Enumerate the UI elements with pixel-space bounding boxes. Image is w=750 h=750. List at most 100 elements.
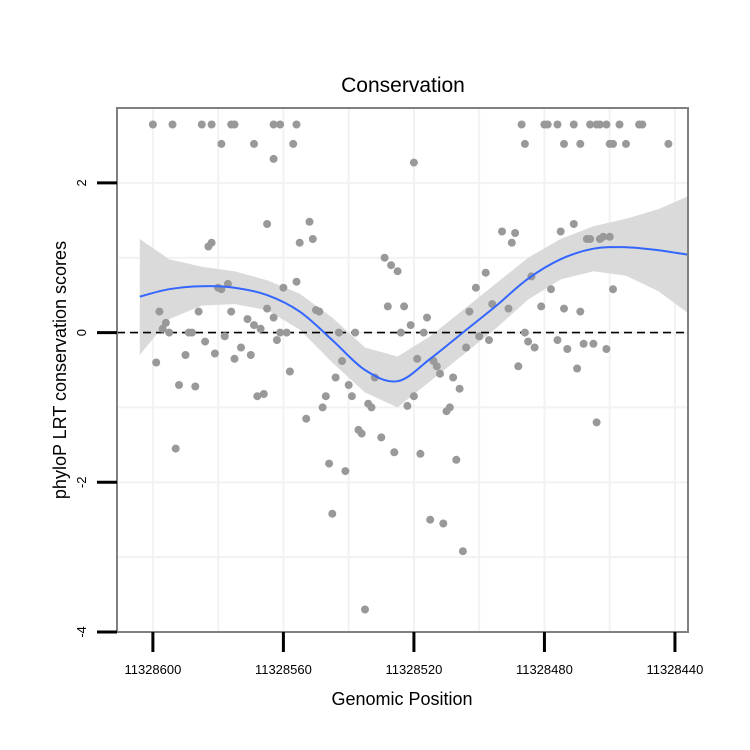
data-point bbox=[517, 120, 526, 129]
x-tick-label: 11328560 bbox=[255, 662, 312, 677]
data-point bbox=[449, 373, 458, 382]
data-point bbox=[445, 403, 454, 412]
chart-title: Conservation bbox=[341, 74, 465, 97]
data-point bbox=[331, 373, 340, 382]
data-point bbox=[609, 139, 617, 148]
data-point bbox=[511, 229, 520, 237]
data-point bbox=[250, 139, 258, 148]
data-point bbox=[400, 302, 409, 311]
y-tick-label: 2 bbox=[74, 179, 89, 186]
data-point bbox=[191, 382, 200, 391]
y-axis-title: phyloP LRT conservation scores bbox=[50, 241, 70, 499]
data-point bbox=[605, 232, 614, 241]
data-point bbox=[530, 343, 539, 352]
data-point bbox=[161, 318, 170, 327]
data-point bbox=[514, 362, 523, 371]
data-point bbox=[638, 120, 647, 129]
data-point bbox=[520, 139, 529, 148]
data-point bbox=[383, 302, 392, 311]
data-point bbox=[409, 392, 418, 401]
data-point bbox=[237, 343, 245, 352]
data-point bbox=[194, 307, 203, 316]
data-point bbox=[318, 403, 327, 412]
y-axis: -4 -2 0 2 bbox=[74, 179, 117, 638]
data-point bbox=[276, 328, 285, 337]
data-point bbox=[256, 324, 265, 333]
data-point bbox=[285, 367, 294, 376]
data-point bbox=[315, 307, 324, 316]
data-point bbox=[272, 336, 281, 345]
data-point bbox=[347, 392, 356, 401]
data-point bbox=[423, 313, 431, 322]
confidence-band bbox=[139, 196, 689, 408]
y-tick-label: -4 bbox=[74, 626, 89, 638]
data-point bbox=[504, 304, 513, 313]
data-point bbox=[295, 238, 304, 247]
data-point bbox=[432, 362, 441, 371]
data-point bbox=[269, 120, 278, 129]
data-point bbox=[341, 467, 350, 476]
data-point bbox=[344, 381, 353, 389]
data-point bbox=[560, 139, 568, 148]
data-point bbox=[471, 283, 480, 292]
data-point bbox=[390, 448, 399, 457]
data-point bbox=[148, 120, 157, 129]
data-point bbox=[576, 139, 585, 148]
data-point bbox=[393, 267, 402, 276]
data-point bbox=[338, 357, 347, 365]
data-point bbox=[328, 509, 337, 518]
data-point bbox=[269, 313, 278, 322]
data-point bbox=[396, 328, 405, 337]
data-point bbox=[246, 351, 255, 359]
data-point bbox=[201, 337, 210, 346]
data-point bbox=[488, 300, 497, 309]
data-point bbox=[243, 315, 252, 324]
data-point bbox=[455, 384, 464, 393]
data-point bbox=[263, 220, 272, 228]
data-point bbox=[452, 455, 461, 464]
y-tick-label: -2 bbox=[74, 477, 89, 489]
data-point bbox=[325, 459, 334, 468]
data-points bbox=[148, 120, 673, 614]
data-point bbox=[569, 220, 578, 228]
data-point bbox=[416, 449, 425, 458]
data-point bbox=[556, 227, 565, 236]
data-point bbox=[543, 120, 552, 129]
data-point bbox=[595, 120, 604, 129]
data-point bbox=[292, 277, 301, 286]
data-point bbox=[253, 392, 262, 401]
data-point bbox=[276, 120, 285, 129]
data-point bbox=[351, 328, 360, 337]
data-point bbox=[207, 120, 216, 129]
data-point bbox=[181, 351, 190, 359]
data-point bbox=[436, 369, 444, 378]
data-point bbox=[155, 307, 164, 316]
data-point bbox=[357, 429, 366, 438]
data-point bbox=[230, 354, 239, 363]
data-point bbox=[439, 519, 448, 528]
data-point bbox=[413, 354, 422, 363]
data-point bbox=[592, 418, 601, 427]
data-point bbox=[599, 232, 608, 241]
data-point bbox=[553, 336, 562, 345]
data-point bbox=[308, 235, 317, 243]
data-point bbox=[380, 253, 389, 262]
data-point bbox=[263, 304, 272, 313]
data-point bbox=[406, 321, 415, 330]
data-point bbox=[409, 158, 418, 167]
data-point bbox=[197, 120, 206, 129]
data-point bbox=[403, 401, 412, 410]
x-axis: 11328600 11328560 11328520 11328480 11328440 bbox=[124, 632, 703, 677]
data-point bbox=[481, 268, 490, 277]
data-point bbox=[175, 381, 183, 389]
data-point bbox=[334, 328, 343, 337]
data-point bbox=[269, 154, 278, 163]
data-point bbox=[168, 120, 177, 129]
data-point bbox=[475, 332, 484, 341]
smooth-trend-line bbox=[139, 246, 689, 383]
data-point bbox=[292, 120, 301, 129]
data-point bbox=[165, 328, 174, 337]
x-axis-title: Genomic Position bbox=[331, 689, 472, 709]
data-point bbox=[458, 547, 467, 556]
